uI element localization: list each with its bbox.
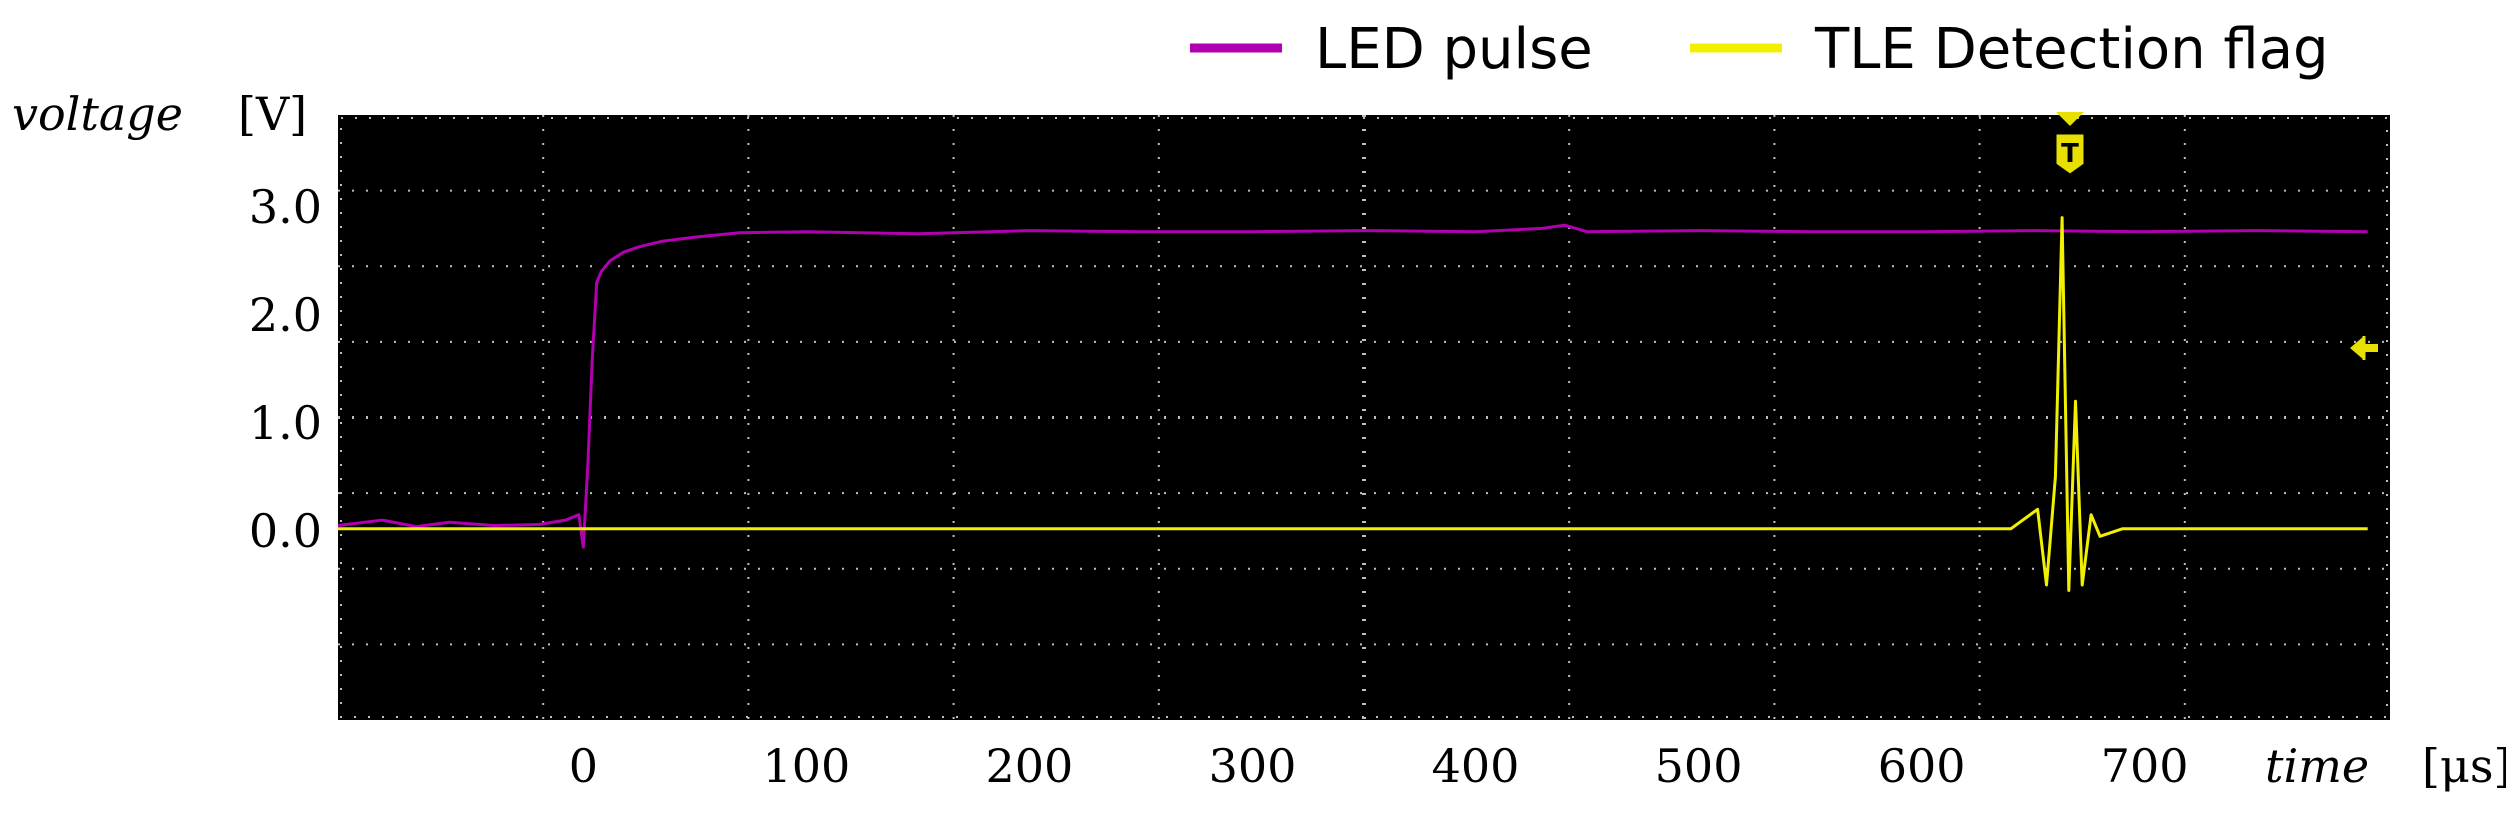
legend-label: TLE Detection flag (1814, 17, 2329, 82)
x-axis-unit: [μs] (2422, 739, 2506, 793)
plot-border (340, 117, 2388, 718)
x-tick-label: 400 (1432, 739, 1520, 793)
legend-label: LED pulse (1315, 17, 1593, 82)
x-tick-label: 600 (1878, 739, 1966, 793)
y-axis-unit: [V] (238, 87, 307, 141)
trigger-marker-label: T (2061, 139, 2079, 169)
series-line-0 (337, 223, 2368, 549)
y-axis-label: voltage (12, 87, 183, 141)
legend: LED pulse TLE Detection flag (1190, 17, 2329, 82)
y-tick-label: 2.0 (249, 288, 322, 342)
x-tick-label: 700 (2101, 739, 2189, 793)
x-tick-label: 200 (986, 739, 1074, 793)
trigger-marker: T (2055, 112, 2085, 175)
y-tick-label: 1.0 (249, 396, 322, 450)
y-tick-label: 3.0 (249, 180, 322, 234)
markers: T (2055, 112, 2378, 360)
x-tick-label: 100 (762, 739, 850, 793)
x-tick-label: 300 (1209, 739, 1297, 793)
plot-background (338, 115, 2390, 720)
y-tick-label: 0.0 (249, 504, 322, 558)
series-layer (337, 216, 2368, 592)
level-arrow-icon (2350, 336, 2378, 360)
series-line-1 (338, 216, 2368, 592)
axes: voltage [V] time [μs] 0 100 200 300 400 500 60… (12, 87, 2506, 793)
x-axis-label: time (2265, 739, 2369, 793)
x-tick-label: 0 (569, 739, 598, 793)
x-tick-label: 500 (1655, 739, 1743, 793)
